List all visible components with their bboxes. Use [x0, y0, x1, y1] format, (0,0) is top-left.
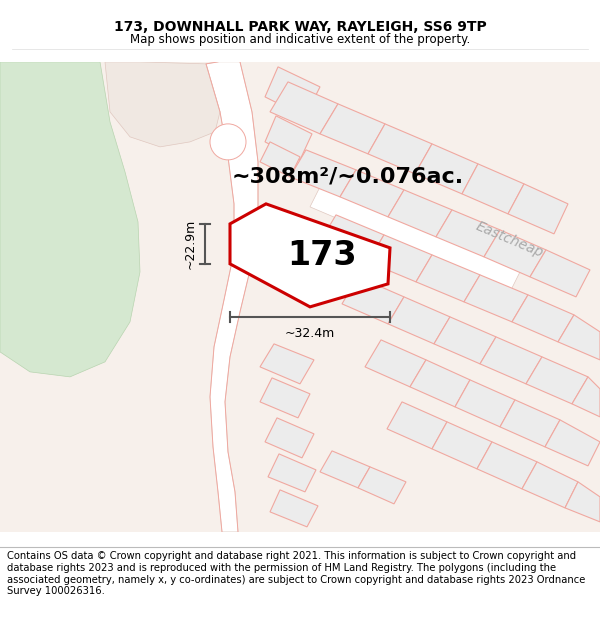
Polygon shape: [388, 190, 452, 237]
Text: Contains OS data © Crown copyright and database right 2021. This information is : Contains OS data © Crown copyright and d…: [7, 551, 586, 596]
Polygon shape: [455, 380, 515, 427]
Polygon shape: [0, 62, 140, 377]
Polygon shape: [105, 62, 220, 147]
Polygon shape: [500, 400, 560, 447]
Polygon shape: [206, 62, 258, 532]
Polygon shape: [320, 451, 370, 488]
Polygon shape: [530, 250, 590, 297]
Polygon shape: [368, 235, 432, 282]
Text: ~32.4m: ~32.4m: [285, 327, 335, 340]
Polygon shape: [508, 184, 568, 234]
Polygon shape: [558, 315, 600, 360]
Polygon shape: [572, 377, 600, 417]
Polygon shape: [436, 210, 500, 257]
Polygon shape: [410, 360, 470, 407]
Text: 173, DOWNHALL PARK WAY, RAYLEIGH, SS6 9TP: 173, DOWNHALL PARK WAY, RAYLEIGH, SS6 9T…: [113, 20, 487, 34]
Polygon shape: [260, 378, 310, 418]
Text: Map shows position and indicative extent of the property.: Map shows position and indicative extent…: [130, 34, 470, 46]
Polygon shape: [290, 150, 356, 197]
Polygon shape: [342, 277, 404, 324]
Polygon shape: [415, 144, 478, 194]
Polygon shape: [484, 230, 546, 277]
Polygon shape: [365, 340, 426, 387]
Text: Eastcheap: Eastcheap: [474, 219, 546, 261]
Polygon shape: [526, 357, 588, 404]
Text: ~22.9m: ~22.9m: [184, 219, 197, 269]
Polygon shape: [388, 297, 450, 344]
Circle shape: [210, 124, 246, 160]
Polygon shape: [480, 337, 542, 384]
Polygon shape: [477, 442, 537, 489]
Text: 173: 173: [287, 239, 357, 271]
Polygon shape: [387, 402, 447, 449]
Polygon shape: [340, 170, 404, 217]
Polygon shape: [230, 204, 390, 307]
Polygon shape: [416, 255, 480, 302]
Polygon shape: [270, 82, 338, 134]
Polygon shape: [545, 420, 600, 466]
Polygon shape: [368, 124, 432, 174]
Polygon shape: [358, 467, 406, 504]
Polygon shape: [434, 317, 496, 364]
Polygon shape: [462, 164, 524, 214]
Polygon shape: [432, 422, 492, 469]
Polygon shape: [260, 344, 314, 384]
Polygon shape: [265, 67, 320, 117]
Polygon shape: [265, 116, 312, 160]
Polygon shape: [565, 482, 600, 522]
Polygon shape: [464, 275, 528, 322]
Polygon shape: [320, 215, 384, 262]
Polygon shape: [320, 104, 385, 154]
Polygon shape: [522, 462, 578, 508]
Polygon shape: [512, 295, 574, 342]
Polygon shape: [265, 418, 314, 458]
Polygon shape: [268, 454, 316, 492]
Polygon shape: [270, 490, 318, 527]
Text: ~308m²/~0.076ac.: ~308m²/~0.076ac.: [232, 167, 464, 187]
Polygon shape: [260, 142, 300, 177]
Polygon shape: [310, 179, 524, 292]
